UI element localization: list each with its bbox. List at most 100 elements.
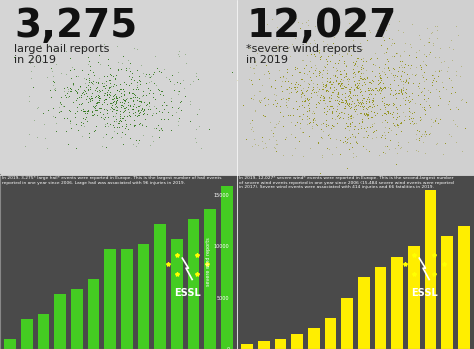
Point bbox=[36, 42, 44, 47]
Point bbox=[377, 134, 385, 140]
Point bbox=[272, 103, 280, 109]
Point bbox=[250, 136, 258, 142]
Point bbox=[189, 78, 197, 84]
Point bbox=[341, 101, 349, 106]
Point bbox=[338, 100, 346, 105]
Point bbox=[297, 113, 304, 119]
Point bbox=[401, 114, 409, 119]
Point bbox=[304, 102, 312, 107]
Point bbox=[115, 88, 123, 94]
Point bbox=[246, 65, 253, 70]
Point bbox=[368, 105, 376, 110]
Point bbox=[86, 67, 94, 73]
Point bbox=[322, 123, 330, 129]
Point bbox=[337, 99, 345, 104]
Point bbox=[329, 64, 337, 70]
Point bbox=[342, 134, 349, 139]
Point bbox=[151, 53, 158, 59]
Point bbox=[84, 86, 91, 91]
Point bbox=[162, 102, 170, 108]
Point bbox=[107, 100, 115, 106]
Point bbox=[399, 90, 406, 96]
Point bbox=[412, 148, 419, 153]
Point bbox=[329, 123, 337, 128]
Point bbox=[385, 35, 392, 41]
Point bbox=[319, 38, 327, 44]
Point bbox=[322, 117, 330, 122]
Point bbox=[436, 68, 443, 73]
Point bbox=[273, 24, 281, 30]
Point bbox=[264, 102, 272, 107]
Point bbox=[136, 107, 143, 113]
Point bbox=[80, 120, 87, 126]
Point bbox=[45, 42, 52, 48]
Point bbox=[320, 97, 328, 103]
Point bbox=[410, 120, 418, 126]
Point bbox=[315, 73, 323, 78]
Point bbox=[383, 75, 391, 80]
Point bbox=[140, 111, 147, 116]
Point bbox=[343, 99, 350, 105]
Point bbox=[394, 90, 401, 96]
Point bbox=[306, 58, 313, 64]
Point bbox=[251, 109, 259, 114]
Point bbox=[282, 99, 289, 105]
Point bbox=[365, 97, 373, 102]
Point bbox=[376, 85, 384, 91]
Point bbox=[446, 45, 453, 50]
Point bbox=[69, 99, 77, 105]
Point bbox=[337, 76, 345, 82]
Point bbox=[305, 108, 313, 113]
Point bbox=[55, 104, 63, 110]
Point bbox=[346, 88, 354, 94]
Point bbox=[135, 77, 143, 83]
Point bbox=[273, 46, 281, 52]
Point bbox=[370, 120, 378, 126]
Point bbox=[272, 149, 280, 154]
Point bbox=[333, 91, 341, 97]
Point bbox=[409, 96, 416, 102]
Point bbox=[364, 115, 372, 120]
Bar bbox=[374, 267, 386, 349]
Point bbox=[100, 83, 108, 89]
Point bbox=[272, 137, 280, 143]
Bar bbox=[88, 279, 100, 349]
Point bbox=[447, 133, 455, 139]
Point bbox=[126, 61, 133, 66]
Point bbox=[305, 100, 313, 105]
Point bbox=[397, 62, 405, 68]
Point bbox=[414, 92, 421, 98]
Point bbox=[337, 71, 345, 77]
Point bbox=[73, 91, 81, 96]
Point bbox=[352, 106, 360, 112]
Point bbox=[132, 144, 140, 149]
Bar bbox=[54, 294, 66, 349]
Point bbox=[320, 105, 328, 111]
Point bbox=[334, 113, 341, 118]
Point bbox=[416, 118, 423, 123]
Point bbox=[350, 114, 357, 120]
Point bbox=[186, 101, 194, 107]
Point bbox=[165, 76, 173, 82]
Point bbox=[351, 100, 358, 106]
Point bbox=[107, 77, 114, 83]
Text: large hail reports
in 2019: large hail reports in 2019 bbox=[14, 44, 109, 65]
Point bbox=[304, 84, 311, 90]
Point bbox=[50, 80, 57, 85]
Point bbox=[323, 70, 330, 76]
Point bbox=[402, 77, 410, 83]
Point bbox=[87, 98, 94, 104]
Point bbox=[448, 57, 456, 63]
Point bbox=[80, 88, 87, 93]
Point bbox=[296, 44, 303, 50]
Point bbox=[66, 121, 73, 126]
Point bbox=[123, 95, 130, 101]
Point bbox=[176, 89, 183, 94]
Point bbox=[247, 77, 255, 82]
Point bbox=[287, 131, 294, 136]
Point bbox=[431, 23, 438, 29]
Point bbox=[438, 67, 445, 73]
Point bbox=[72, 88, 80, 93]
Point bbox=[232, 113, 240, 119]
Point bbox=[355, 84, 362, 90]
